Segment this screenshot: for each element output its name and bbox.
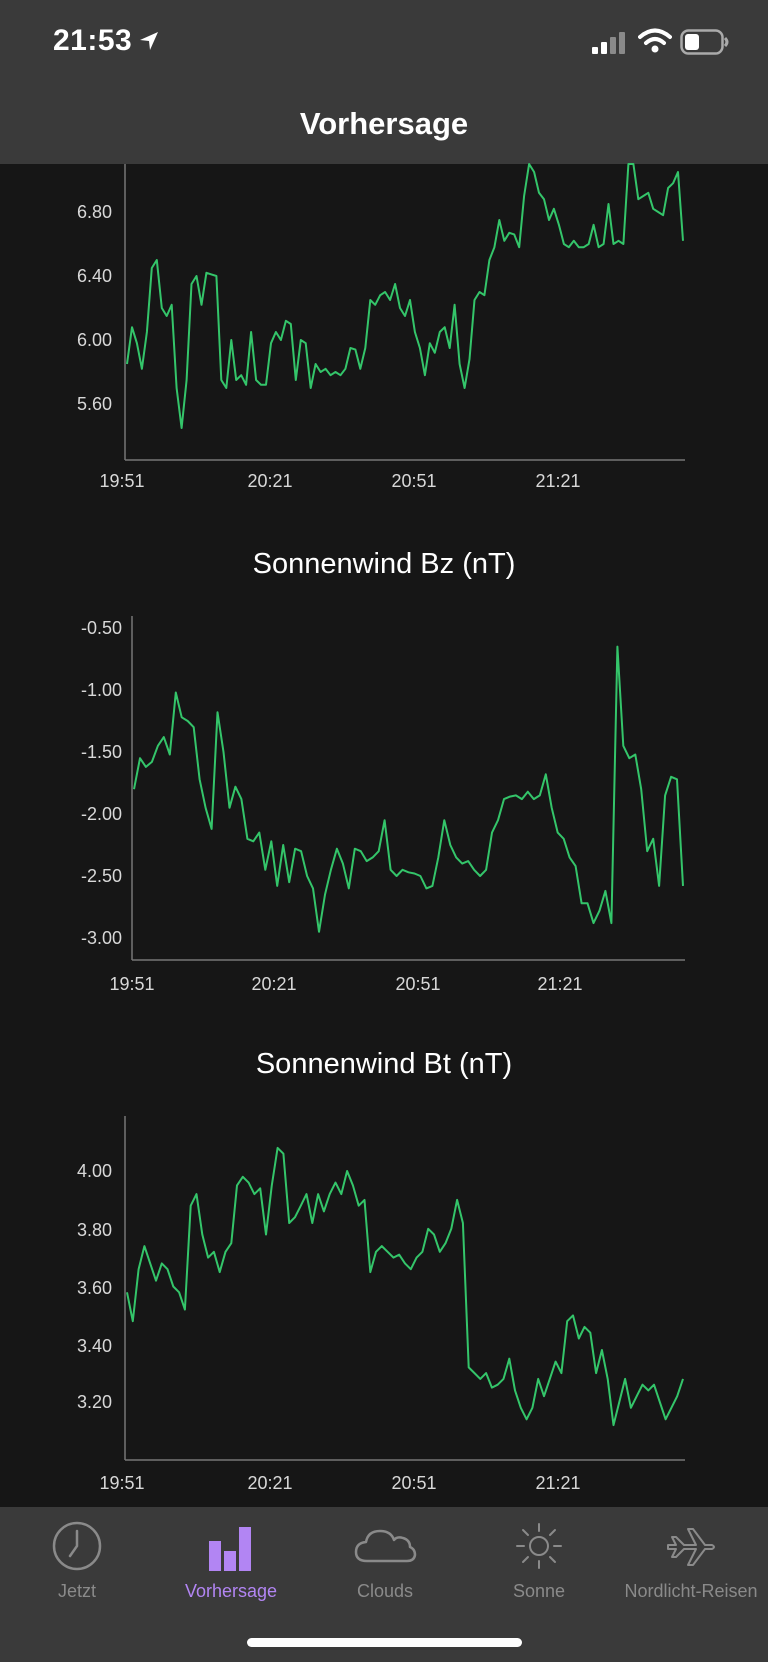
tab-label-nordlicht-reisen: Nordlicht-Reisen <box>624 1581 758 1601</box>
tab-label-sonne: Sonne <box>512 1581 566 1601</box>
cellular-signal-icon <box>592 32 625 54</box>
y-tick-label: 3.40 <box>77 1336 112 1356</box>
x-tick-label: 20:51 <box>395 974 440 994</box>
series-line <box>126 163 684 429</box>
y-tick-label: 6.00 <box>77 330 112 350</box>
y-tick-label: 3.20 <box>77 1392 112 1412</box>
sun-icon <box>516 1523 562 1569</box>
y-tick-label: -2.50 <box>81 866 122 886</box>
x-tick-label: 20:51 <box>391 1473 436 1493</box>
tab-sonne[interactable]: Sonne <box>462 1519 616 1609</box>
tab-nordlicht-reisen[interactable]: Nordlicht-Reisen <box>614 1519 768 1609</box>
chart-title-bz: Sonnenwind Bz (nT) <box>252 548 516 580</box>
chart-bt: 4.00 3.80 3.60 3.40 3.20 19:51 20:21 20:51 21:21 <box>77 1116 685 1493</box>
y-tick-label: -2.00 <box>81 804 122 824</box>
y-tick-label: 6.80 <box>77 202 112 222</box>
y-tick-label: 4.00 <box>77 1161 112 1181</box>
y-tick-label: 3.80 <box>77 1220 112 1240</box>
y-tick-label: -1.50 <box>81 742 122 762</box>
tab-vorhersage[interactable]: Vorhersage <box>154 1519 308 1609</box>
cloud-icon <box>354 1529 417 1563</box>
tab-label-jetzt: Jetzt <box>57 1581 96 1601</box>
location-arrow-icon <box>140 32 158 50</box>
x-tick-label: 21:21 <box>535 471 580 491</box>
x-tick-label: 19:51 <box>109 974 154 994</box>
x-tick-label: 20:21 <box>247 1473 292 1493</box>
tab-bar: Jetzt Vorhersage Clouds <box>0 1507 768 1662</box>
wifi-icon <box>638 28 672 53</box>
status-bar: 21:53 <box>0 0 768 92</box>
airplane-icon <box>667 1528 715 1566</box>
page-title: Vorhersage <box>299 106 469 141</box>
y-tick-label: 6.40 <box>77 266 112 286</box>
tab-label-vorhersage: Vorhersage <box>184 1581 278 1601</box>
y-tick-label: -0.50 <box>81 618 122 638</box>
y-tick-label: -1.00 <box>81 680 122 700</box>
y-tick-label: -3.00 <box>81 928 122 948</box>
battery-icon <box>680 29 729 55</box>
x-tick-label: 19:51 <box>99 1473 144 1493</box>
chart-bz: -0.50 -1.00 -1.50 -2.00 -2.50 -3.00 19:51 20:21… <box>81 616 685 994</box>
x-tick-label: 20:21 <box>251 974 296 994</box>
status-time: 21:53 <box>53 24 133 57</box>
tab-clouds[interactable]: Clouds <box>308 1519 462 1609</box>
x-tick-label: 20:21 <box>247 471 292 491</box>
y-tick-label: 3.60 <box>77 1278 112 1298</box>
series-line <box>133 645 684 933</box>
navigation-bar: Vorhersage <box>0 92 768 164</box>
x-tick-label: 20:51 <box>391 471 436 491</box>
home-indicator[interactable] <box>247 1638 522 1647</box>
x-tick-label: 21:21 <box>535 1473 580 1493</box>
bar-chart-icon <box>209 1527 251 1571</box>
clock-icon <box>52 1521 102 1571</box>
series-line <box>126 1146 684 1427</box>
x-tick-label: 21:21 <box>537 974 582 994</box>
chart-top: 6.80 6.40 6.00 5.60 19:51 20:21 20:51 21:21 <box>77 163 685 491</box>
y-tick-label: 5.60 <box>77 394 112 414</box>
tab-label-clouds: Clouds <box>356 1581 414 1601</box>
chart-title-bt: Sonnenwind Bt (nT) <box>255 1048 513 1080</box>
tab-jetzt[interactable]: Jetzt <box>0 1519 154 1609</box>
x-tick-label: 19:51 <box>99 471 144 491</box>
